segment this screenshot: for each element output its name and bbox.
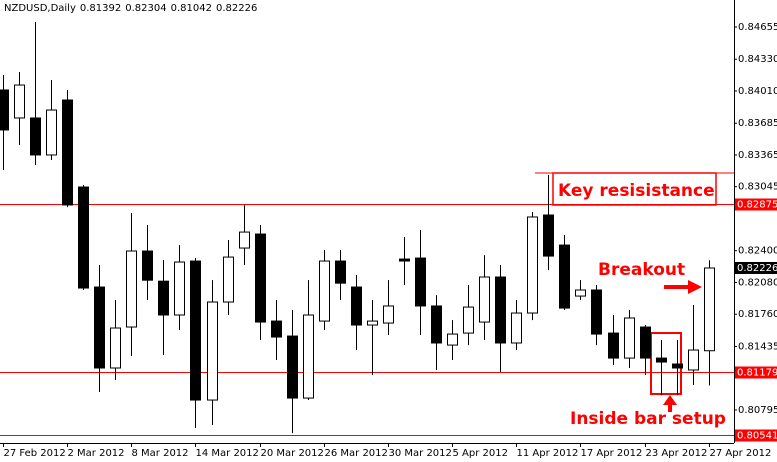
y-tick-label: 0.83045 bbox=[738, 182, 777, 193]
candle-body-down bbox=[608, 332, 619, 359]
x-tick-label: 27 Feb 2012 bbox=[4, 448, 66, 459]
candle-body-up bbox=[14, 84, 25, 119]
x-tick-label: 5 Apr 2012 bbox=[453, 448, 508, 459]
y-tick-label: 0.81760 bbox=[738, 309, 777, 320]
candle-body-down bbox=[399, 258, 410, 262]
candle-body-up bbox=[367, 320, 378, 326]
candle-body-down bbox=[415, 257, 426, 307]
candle-body-down bbox=[656, 357, 667, 363]
candle-body-up bbox=[207, 301, 218, 401]
candle-body-down bbox=[255, 233, 266, 323]
y-tick-label: 0.81435 bbox=[738, 341, 777, 352]
annotation-arrowhead bbox=[688, 280, 702, 294]
candle-body-down bbox=[559, 244, 570, 309]
candle-body-up bbox=[527, 216, 538, 314]
candle-body-up bbox=[624, 317, 635, 359]
y-tick-label: 0.80795 bbox=[738, 405, 777, 416]
candle-body-up bbox=[174, 261, 185, 316]
current-price-box bbox=[735, 261, 777, 274]
candle-body-up bbox=[383, 305, 394, 324]
y-tick-label: 0.84655 bbox=[738, 22, 777, 33]
x-tick-label: 2 Mar 2012 bbox=[68, 448, 125, 459]
current-price-label: 0.82226 bbox=[737, 263, 777, 274]
candle-body-up bbox=[319, 260, 330, 322]
annotation-box bbox=[650, 332, 682, 395]
x-tick-label: 23 Apr 2012 bbox=[646, 448, 708, 459]
candle-body-down bbox=[158, 280, 169, 316]
candle-body-down bbox=[543, 214, 554, 257]
level-label: 0.81179 bbox=[737, 368, 777, 379]
candle-body-down bbox=[94, 286, 105, 369]
candle-body-down bbox=[495, 276, 506, 344]
candle-body-down bbox=[672, 363, 683, 369]
candle-body-up bbox=[511, 312, 522, 344]
candle-body-up bbox=[239, 231, 250, 249]
level-label: 0.80541 bbox=[737, 431, 777, 442]
candle-body-up bbox=[223, 256, 234, 303]
symbol: NZDUSD,Daily bbox=[4, 3, 76, 14]
y-tick-label: 0.84330 bbox=[738, 54, 777, 65]
x-tick-label: 14 Mar 2012 bbox=[196, 448, 259, 459]
candle-body-up bbox=[110, 327, 121, 369]
candle-body-up bbox=[126, 250, 137, 328]
candle-body-down bbox=[62, 99, 73, 206]
candle-body-down bbox=[335, 260, 346, 284]
candle-body-up bbox=[479, 276, 490, 323]
candle-body-down bbox=[351, 286, 362, 326]
header-open: 0.81392 bbox=[79, 3, 122, 14]
annotation-text: Breakout bbox=[598, 260, 685, 280]
x-tick-label: 8 Mar 2012 bbox=[132, 448, 189, 459]
candle-body-down bbox=[78, 186, 89, 289]
candle-body-down bbox=[287, 335, 298, 399]
annotation-arrowhead bbox=[663, 395, 677, 405]
x-tick-label: 26 Mar 2012 bbox=[325, 448, 388, 459]
y-tick-label: 0.83365 bbox=[738, 150, 777, 161]
x-tick-label: 11 Apr 2012 bbox=[517, 448, 579, 459]
candle-body-up bbox=[463, 306, 474, 334]
annotation-text: Inside bar setup bbox=[570, 409, 726, 429]
x-tick-label: 17 Apr 2012 bbox=[581, 448, 643, 459]
candle-body-down bbox=[190, 260, 201, 401]
candle-body-down bbox=[591, 289, 602, 335]
annotation-text: Key resisistance bbox=[558, 181, 715, 201]
level-label-box bbox=[735, 198, 777, 211]
x-tick-label: 20 Mar 2012 bbox=[261, 448, 324, 459]
candle-body-down bbox=[30, 117, 41, 156]
y-tick-label: 0.84010 bbox=[738, 86, 777, 97]
candle-body-up bbox=[688, 349, 699, 371]
header-close: 0.82226 bbox=[215, 3, 258, 14]
level-label-box bbox=[735, 429, 777, 442]
candle-body-up bbox=[46, 109, 57, 156]
level-label: 0.82875 bbox=[737, 200, 777, 211]
x-tick-label: 30 Mar 2012 bbox=[389, 448, 452, 459]
header-high: 0.82304 bbox=[125, 3, 167, 14]
chart-header: NZDUSD,Daily 0.81392 0.82304 0.81042 0.82226 bbox=[4, 3, 261, 14]
candle-body-up bbox=[704, 267, 715, 352]
x-tick-label: 27 Apr 2012 bbox=[710, 448, 772, 459]
candle-body-down bbox=[142, 250, 153, 281]
candle-body-up bbox=[447, 333, 458, 346]
candle-body-down bbox=[431, 305, 442, 344]
y-tick-label: 0.82080 bbox=[738, 277, 777, 288]
candle-body-up bbox=[575, 289, 586, 297]
candle-body-down bbox=[271, 320, 282, 338]
y-tick-label: 0.82400 bbox=[738, 246, 777, 257]
candle-body-down bbox=[0, 89, 9, 131]
candle-body-down bbox=[640, 326, 651, 359]
level-label-box bbox=[735, 366, 777, 379]
header-low: 0.81042 bbox=[170, 3, 212, 14]
candle-body-up bbox=[303, 314, 314, 399]
y-tick-label: 0.83685 bbox=[738, 118, 777, 129]
